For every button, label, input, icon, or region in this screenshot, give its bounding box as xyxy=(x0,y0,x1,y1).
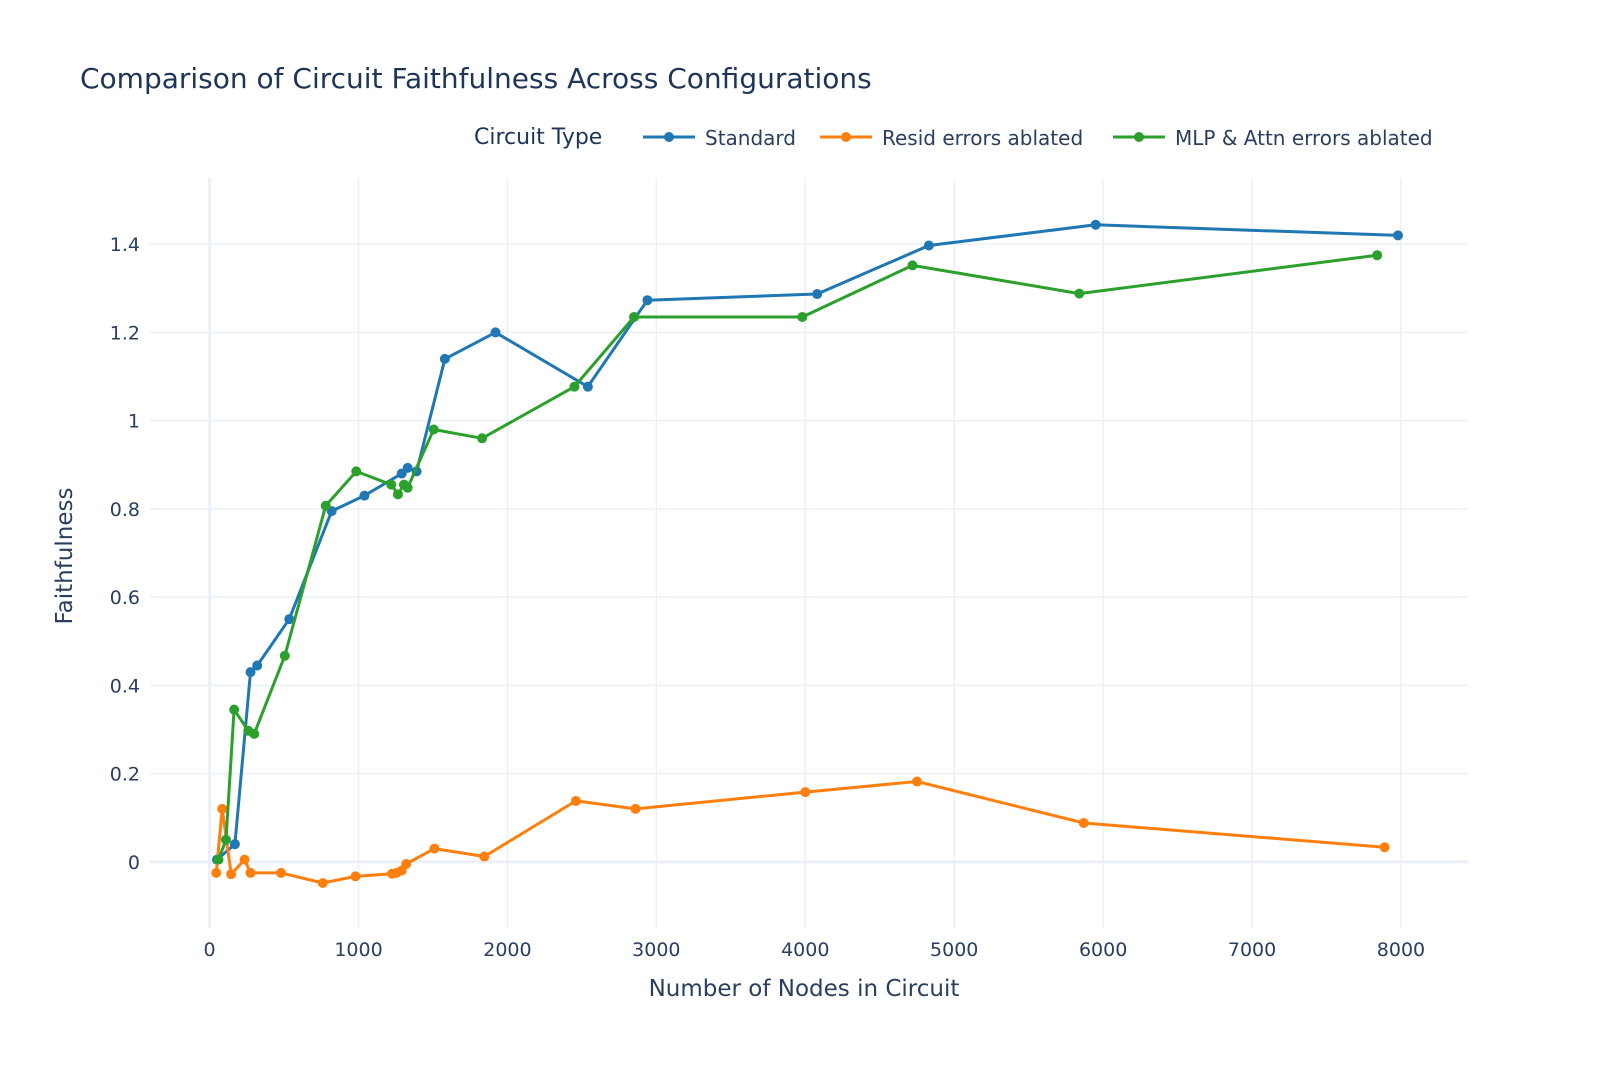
data-point-mlp-attn-errors-ablated[interactable] xyxy=(569,381,580,392)
data-point-mlp-attn-errors-ablated[interactable] xyxy=(1372,250,1383,261)
grid-lines xyxy=(150,178,1468,928)
y-tick-label: 1.2 xyxy=(110,322,140,344)
data-point-mlp-attn-errors-ablated[interactable] xyxy=(213,854,224,865)
data-point-standard[interactable] xyxy=(812,289,823,300)
legend: Circuit Type Standard Resid errors ablate… xyxy=(474,125,1433,150)
x-axis-title: Number of Nodes in Circuit xyxy=(649,976,960,1002)
series-line-resid-errors-ablated xyxy=(214,780,1385,885)
legend-swatch-marker xyxy=(841,132,851,142)
data-point-resid-errors-ablated[interactable] xyxy=(211,867,222,878)
data-point-resid-errors-ablated[interactable] xyxy=(239,854,250,865)
data-point-standard[interactable] xyxy=(1090,219,1101,230)
data-point-resid-errors-ablated[interactable] xyxy=(350,871,361,882)
data-point-resid-errors-ablated[interactable] xyxy=(429,843,440,854)
data-point-standard[interactable] xyxy=(923,240,934,251)
data-point-mlp-attn-errors-ablated[interactable] xyxy=(320,500,331,511)
x-tick-label: 8000 xyxy=(1377,939,1425,961)
data-point-mlp-attn-errors-ablated[interactable] xyxy=(629,311,640,322)
series-resid-errors-ablated xyxy=(211,776,1390,888)
x-tick-label: 7000 xyxy=(1228,939,1276,961)
data-point-resid-errors-ablated[interactable] xyxy=(479,851,490,862)
data-point-standard[interactable] xyxy=(229,839,240,850)
data-point-resid-errors-ablated[interactable] xyxy=(317,878,328,888)
x-tick-label: 0 xyxy=(204,939,216,961)
data-point-mlp-attn-errors-ablated[interactable] xyxy=(220,834,231,845)
legend-item-mlp-attn-errors-ablated[interactable]: MLP & Attn errors ablated xyxy=(1113,126,1433,150)
legend-label: MLP & Attn errors ablated xyxy=(1175,126,1433,150)
data-point-mlp-attn-errors-ablated[interactable] xyxy=(229,704,240,715)
y-axis-title: Faithfulness xyxy=(52,488,78,625)
data-point-resid-errors-ablated[interactable] xyxy=(217,803,228,814)
data-point-resid-errors-ablated[interactable] xyxy=(226,869,237,880)
y-tick-label: 1.4 xyxy=(110,234,140,256)
data-point-standard[interactable] xyxy=(1393,230,1404,241)
data-point-standard[interactable] xyxy=(439,353,450,364)
data-point-mlp-attn-errors-ablated[interactable] xyxy=(907,260,918,271)
data-point-standard[interactable] xyxy=(582,381,593,392)
y-tick-label: 1 xyxy=(128,411,140,433)
data-point-standard[interactable] xyxy=(642,295,653,306)
data-point-mlp-attn-errors-ablated[interactable] xyxy=(392,489,403,500)
y-tick-label: 0 xyxy=(128,852,140,874)
legend-item-standard[interactable]: Standard xyxy=(643,126,796,150)
data-point-standard[interactable] xyxy=(359,490,370,501)
data-point-standard[interactable] xyxy=(284,614,295,625)
x-tick-label: 2000 xyxy=(483,939,531,961)
data-point-standard[interactable] xyxy=(252,660,263,671)
x-tick-label: 5000 xyxy=(930,939,978,961)
legend-item-resid-errors-ablated[interactable]: Resid errors ablated xyxy=(820,126,1083,150)
data-point-resid-errors-ablated[interactable] xyxy=(911,776,922,787)
legend-title: Circuit Type xyxy=(474,125,602,150)
series-line-mlp-attn-errors-ablated xyxy=(217,253,1378,861)
y-tick-label: 0.8 xyxy=(110,499,140,521)
series-line-standard xyxy=(216,223,1399,861)
y-tick-label: 0.4 xyxy=(110,675,140,697)
data-point-resid-errors-ablated[interactable] xyxy=(1379,842,1390,853)
data-point-resid-errors-ablated[interactable] xyxy=(570,795,581,806)
tick-labels: 0 0.2 0.4 0.6 0.8 1 1.2 1.4 0 1000 2000 3000 4000 500… xyxy=(110,234,1425,961)
data-point-resid-errors-ablated[interactable] xyxy=(276,867,287,878)
data-point-standard[interactable] xyxy=(245,667,256,678)
y-tick-label: 0.2 xyxy=(110,764,140,786)
data-point-resid-errors-ablated[interactable] xyxy=(800,787,811,798)
series-standard xyxy=(212,219,1404,865)
legend-label: Standard xyxy=(705,126,796,150)
data-point-mlp-attn-errors-ablated[interactable] xyxy=(477,433,488,444)
data-point-resid-errors-ablated[interactable] xyxy=(245,867,256,878)
data-point-resid-errors-ablated[interactable] xyxy=(1078,818,1089,828)
data-point-resid-errors-ablated[interactable] xyxy=(401,859,412,870)
series-layer xyxy=(211,219,1404,888)
data-point-mlp-attn-errors-ablated[interactable] xyxy=(402,482,413,493)
legend-label: Resid errors ablated xyxy=(882,126,1083,150)
data-point-standard[interactable] xyxy=(490,327,501,338)
x-tick-label: 1000 xyxy=(334,939,382,961)
data-point-standard[interactable] xyxy=(402,462,413,473)
data-point-mlp-attn-errors-ablated[interactable] xyxy=(249,728,260,739)
y-tick-label: 0.6 xyxy=(110,587,140,609)
chart-title: Comparison of Circuit Faithfulness Acros… xyxy=(80,62,872,95)
data-point-mlp-attn-errors-ablated[interactable] xyxy=(428,424,439,435)
x-tick-label: 6000 xyxy=(1079,939,1127,961)
legend-swatch-marker xyxy=(1134,132,1144,142)
x-tick-label: 3000 xyxy=(632,939,680,961)
data-point-mlp-attn-errors-ablated[interactable] xyxy=(386,479,397,490)
data-point-mlp-attn-errors-ablated[interactable] xyxy=(279,650,290,661)
data-point-mlp-attn-errors-ablated[interactable] xyxy=(797,311,808,322)
legend-swatch-marker xyxy=(664,132,674,142)
data-point-mlp-attn-errors-ablated[interactable] xyxy=(1074,288,1085,299)
series-mlp-attn-errors-ablated xyxy=(213,250,1383,865)
data-point-resid-errors-ablated[interactable] xyxy=(630,803,641,814)
x-tick-label: 4000 xyxy=(781,939,829,961)
data-point-mlp-attn-errors-ablated[interactable] xyxy=(351,466,362,477)
